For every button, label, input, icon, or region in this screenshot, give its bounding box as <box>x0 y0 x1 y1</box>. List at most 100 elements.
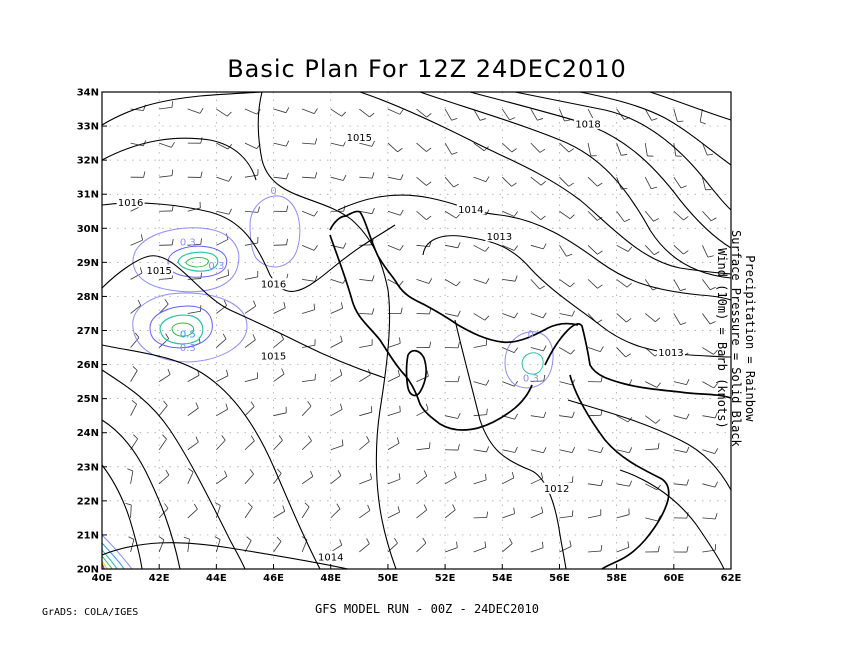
wind-barb <box>530 312 547 319</box>
wind-barb <box>301 502 310 519</box>
wind-barb <box>244 372 258 382</box>
precip-corner-cyan <box>101 549 118 570</box>
wind-barb <box>330 539 343 553</box>
wind-barb <box>644 245 660 256</box>
pressure-isobars <box>101 91 732 570</box>
isobar-1015-sw <box>101 344 321 570</box>
legend-line-pressure: Surface Pressure = Solid Black <box>729 230 743 447</box>
y-tick-label: 20N <box>77 565 99 576</box>
pressure-label-bg <box>316 550 345 562</box>
pressure-label: 1013 <box>487 232 512 243</box>
x-tick-label: 52E <box>435 573 456 584</box>
wind-barb <box>702 412 718 419</box>
wind-barb <box>644 108 658 121</box>
pressure-label: 1016 <box>118 198 143 209</box>
isobar-1016-east <box>359 91 732 275</box>
wind-barb <box>673 210 689 221</box>
wind-barb <box>530 279 545 290</box>
wind-barb <box>587 279 603 289</box>
pressure-label-bg <box>574 118 603 130</box>
wind-barb <box>187 402 199 417</box>
wind-barb <box>159 238 174 246</box>
wind-barb <box>530 447 547 454</box>
y-tick-label: 32N <box>77 156 99 167</box>
y-tick-label: 27N <box>77 326 99 337</box>
wind-barb <box>158 469 170 485</box>
wind-barb <box>301 470 314 485</box>
wind-barb <box>158 298 169 314</box>
wind-barb <box>302 339 316 348</box>
wind-barb <box>587 210 603 221</box>
wind-barb <box>416 240 432 248</box>
wind-barb <box>187 369 200 382</box>
wind-barb <box>699 108 706 125</box>
precip-label: 0.3 <box>180 343 196 354</box>
coastline-arabia-east <box>329 234 533 431</box>
wind-barb <box>330 503 341 519</box>
wind-barb <box>244 334 256 348</box>
precip-label: 0 <box>528 329 534 340</box>
wind-barb <box>302 275 318 282</box>
wind-barb <box>330 470 342 485</box>
wind-barb <box>587 446 604 453</box>
wind-barb <box>216 333 227 348</box>
pressure-label: 1013 <box>658 348 683 359</box>
wind-barb <box>216 108 232 117</box>
precip-contour-uae-outer <box>504 331 554 389</box>
wind-barb <box>445 310 461 317</box>
wind-barb <box>273 505 286 519</box>
wind-barb <box>244 270 259 280</box>
pressure-label: 1014 <box>318 552 343 563</box>
wind-barb <box>301 244 318 251</box>
wind-barb <box>673 546 689 553</box>
wind-barb <box>273 205 289 212</box>
x-tick-label: 62E <box>721 573 742 584</box>
map-title: Basic Plan For 12Z 24DEC2010 <box>227 55 627 83</box>
wind-barb <box>444 210 461 219</box>
wind-barb <box>473 313 490 321</box>
x-tick-label: 54E <box>492 573 513 584</box>
wind-barb <box>502 312 518 319</box>
wind-barb <box>444 504 456 519</box>
wind-barb <box>244 536 252 553</box>
wind-barb <box>702 347 718 355</box>
wind-barb <box>616 447 633 454</box>
wind-barb <box>187 503 198 519</box>
pressure-label: 1015 <box>261 351 286 362</box>
wind-barb <box>673 313 687 326</box>
wind-barb <box>359 172 375 179</box>
pressure-label: 1015 <box>347 133 372 144</box>
legend-line-wind: Wind (10m) = Barb (knots) <box>715 248 729 429</box>
precip-labels: 0 0.3 0.3 0.3 0.5 0 0.3 <box>180 186 539 384</box>
isobar-1015-north <box>257 91 397 570</box>
isobar-1017-north <box>101 91 263 126</box>
wind-barb <box>445 412 461 419</box>
precip-contour-south-inner <box>159 314 204 345</box>
wind-barb <box>387 174 404 181</box>
y-tick-label: 23N <box>77 462 99 473</box>
wind-barb <box>244 108 261 115</box>
wind-barb <box>444 471 457 485</box>
wind-barb <box>673 379 690 386</box>
wind-barb <box>302 373 316 383</box>
coastline <box>329 210 732 570</box>
x-tick-label: 58E <box>606 573 627 584</box>
wind-barb <box>444 279 461 287</box>
wind-barb <box>359 108 375 118</box>
coastline-gulf-north <box>329 210 579 344</box>
wind-barb <box>387 437 400 451</box>
wind-barb <box>301 108 318 114</box>
wind-barb <box>645 442 660 451</box>
wind-barb <box>330 403 343 417</box>
wind-barb <box>330 439 344 451</box>
wind-barb <box>501 108 516 121</box>
wind-barb <box>244 169 259 178</box>
wind-barb <box>330 242 347 249</box>
coastline-oman-north <box>544 323 732 399</box>
wind-barb <box>359 473 372 485</box>
wind-barb <box>673 413 690 420</box>
wind-barb <box>130 299 142 314</box>
wind-barb <box>387 506 400 519</box>
pressure-label-bg <box>656 346 685 358</box>
wind-barb <box>559 108 571 122</box>
